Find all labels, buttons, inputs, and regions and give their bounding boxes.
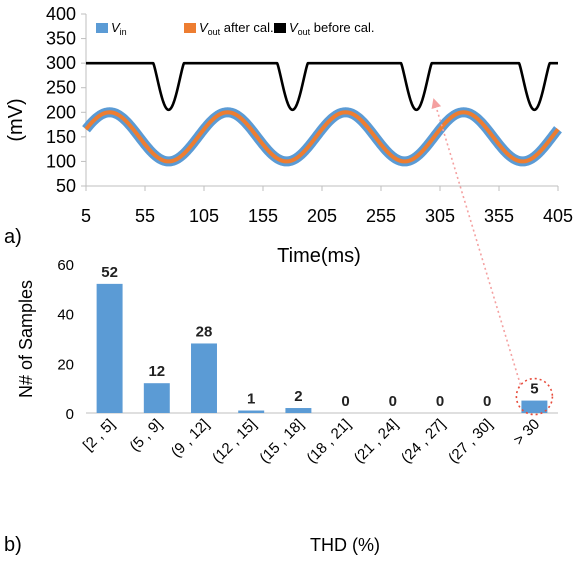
legend-item-label: Vin xyxy=(111,20,127,37)
y-tick-label: 100 xyxy=(46,151,76,171)
y-tick-label: 400 xyxy=(46,4,76,24)
bar-data-label: 12 xyxy=(148,363,165,380)
line-chart-y-ticks: 50 100 150 200 250 300 350 400 xyxy=(46,4,86,196)
panel-label-b: b) xyxy=(4,534,22,556)
legend-swatch xyxy=(96,23,108,33)
line-chart-x-axis-label: Time(ms) xyxy=(277,245,361,267)
series-vin-line xyxy=(82,107,562,167)
x-tick-label: [2 , 5] xyxy=(80,416,119,455)
x-tick-label: (18 , 21] xyxy=(303,416,354,467)
bar-data-label: 0 xyxy=(483,393,491,410)
y-tick-label: 60 xyxy=(57,257,74,274)
x-tick-label: 155 xyxy=(248,206,278,226)
x-tick-label: 405 xyxy=(543,206,573,226)
x-tick-label: (21 , 24] xyxy=(351,416,402,467)
bar xyxy=(143,383,170,413)
bar-data-label: 5 xyxy=(530,381,538,398)
legend-swatch xyxy=(274,23,286,33)
line-chart-legend: Vin Vout after cal. Vout before cal. xyxy=(96,20,375,37)
x-tick-label: > 30 xyxy=(510,416,543,449)
annotation-arrow xyxy=(431,98,522,385)
y-tick-label: 300 xyxy=(46,53,76,73)
x-tick-label: (12 , 15] xyxy=(209,416,260,467)
legend-swatch xyxy=(184,23,196,33)
x-tick-label: (9 , 12] xyxy=(168,416,213,461)
bar xyxy=(191,343,217,413)
bar xyxy=(521,400,548,413)
bar-chart-x-ticks: [2 , 5] (5 , 9] (9 , 12](12 , 15](15 , 18]… xyxy=(80,416,543,467)
highlight-circle xyxy=(515,377,554,416)
bar-data-label: 2 xyxy=(294,388,302,405)
line-chart-x-ticks: 5 55 105 155 205 255 305 355 405 xyxy=(81,186,573,226)
x-tick-label: 355 xyxy=(484,206,514,226)
line-chart-series xyxy=(82,61,562,167)
bar-chart-y-axis-label: N# of Samples xyxy=(16,280,36,398)
y-tick-label: 0 xyxy=(66,406,74,423)
bar xyxy=(96,283,123,413)
series-vout-before-cal-line xyxy=(85,61,559,112)
y-tick-label: 350 xyxy=(46,29,76,49)
x-tick-label: (27 , 30] xyxy=(445,416,496,467)
bar-chart-bars xyxy=(96,283,548,413)
x-tick-label: 305 xyxy=(425,206,455,226)
bar-data-label: 0 xyxy=(436,393,444,410)
legend-item-label: Vout after cal. xyxy=(199,20,274,37)
y-tick-label: 40 xyxy=(57,307,74,324)
bar-data-label: 0 xyxy=(389,393,397,410)
y-tick-label: 150 xyxy=(46,127,76,147)
y-tick-label: 250 xyxy=(46,78,76,98)
bar-data-label: 52 xyxy=(101,264,118,281)
x-tick-label: 255 xyxy=(366,206,396,226)
highlight-annotation xyxy=(431,98,554,416)
line-chart-y-axis-label: (mV) xyxy=(5,98,27,141)
x-tick-label: 55 xyxy=(135,206,155,226)
bar-data-label: 0 xyxy=(341,393,349,410)
x-tick-label: 5 xyxy=(81,206,91,226)
series-vout-after-cal-line xyxy=(84,110,560,164)
x-tick-label: (5 , 9] xyxy=(126,416,165,455)
x-tick-label: 205 xyxy=(307,206,337,226)
bar xyxy=(285,408,312,413)
panel-label-a: a) xyxy=(4,226,22,248)
bar xyxy=(238,410,265,413)
bar-chart-x-axis-label: THD (%) xyxy=(310,535,380,555)
x-tick-label: 105 xyxy=(189,206,219,226)
y-tick-label: 200 xyxy=(46,102,76,122)
bar-data-label: 28 xyxy=(196,323,213,340)
x-tick-label: (24 , 27] xyxy=(398,416,449,467)
y-tick-label: 20 xyxy=(57,356,74,373)
y-tick-label: 50 xyxy=(56,176,76,196)
bar-data-label: 1 xyxy=(247,391,255,408)
legend-item-label: Vout before cal. xyxy=(289,20,375,37)
x-tick-label: (15 , 18] xyxy=(256,416,307,467)
